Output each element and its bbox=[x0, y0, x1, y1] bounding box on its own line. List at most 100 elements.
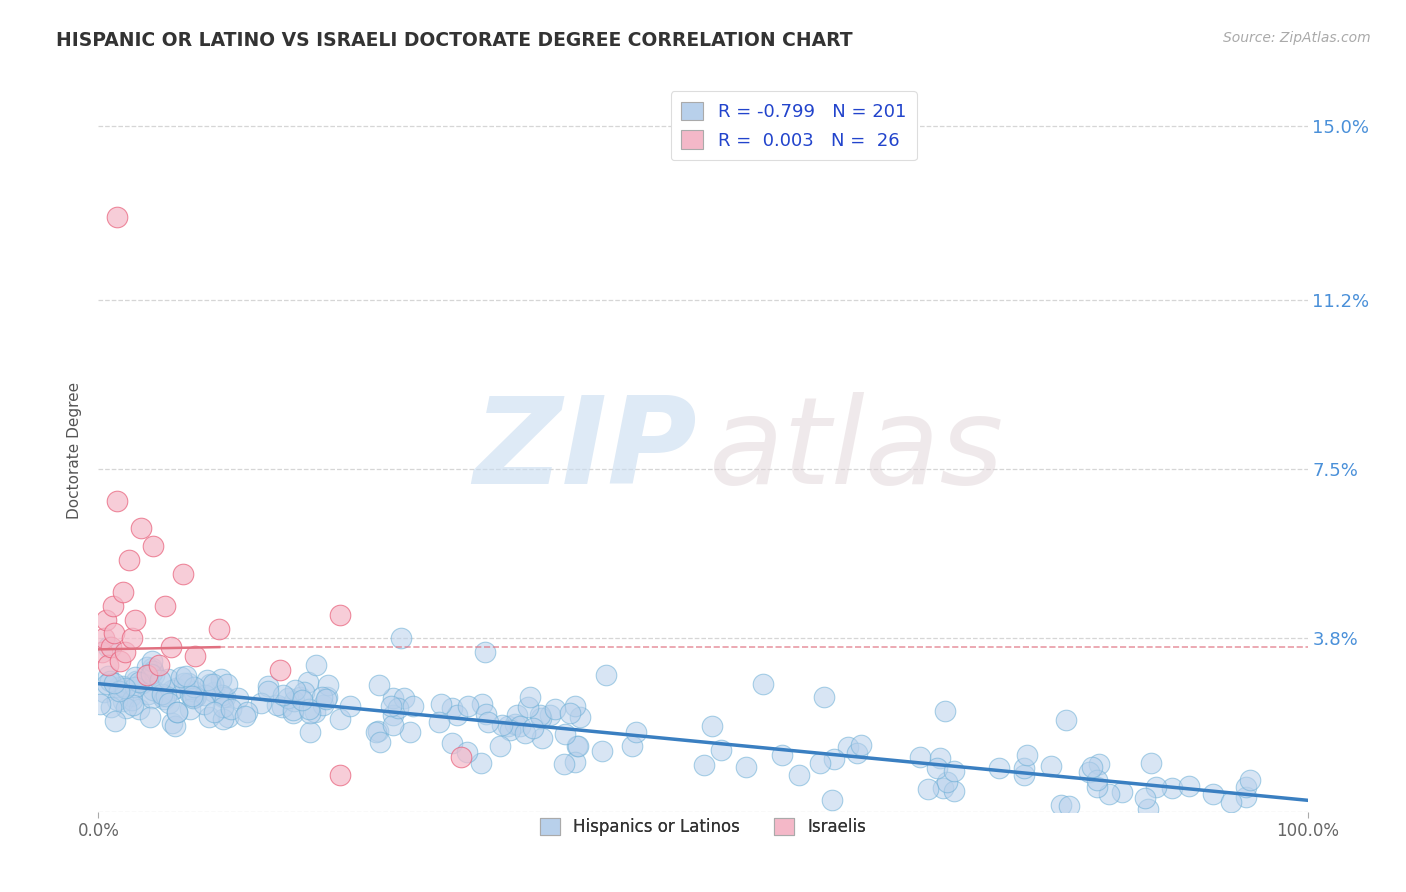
Point bbox=[813, 690, 835, 705]
Point bbox=[135, 659, 157, 673]
Point bbox=[1057, 798, 1080, 813]
Point bbox=[202, 684, 225, 698]
Point bbox=[160, 640, 183, 654]
Point bbox=[128, 702, 150, 716]
Point bbox=[114, 681, 136, 695]
Point bbox=[212, 690, 235, 704]
Point bbox=[1137, 802, 1160, 816]
Point bbox=[382, 691, 405, 706]
Point bbox=[108, 654, 131, 668]
Point bbox=[160, 683, 183, 698]
Point bbox=[1111, 785, 1133, 799]
Point bbox=[1088, 756, 1111, 771]
Point bbox=[202, 676, 225, 690]
Point bbox=[936, 775, 959, 789]
Point bbox=[298, 702, 321, 716]
Point bbox=[169, 670, 191, 684]
Point bbox=[101, 599, 124, 613]
Point bbox=[1039, 759, 1062, 773]
Point bbox=[292, 685, 315, 699]
Point bbox=[558, 706, 581, 721]
Point bbox=[475, 706, 498, 721]
Point bbox=[427, 714, 450, 729]
Point bbox=[173, 676, 195, 690]
Point bbox=[529, 707, 551, 722]
Point bbox=[121, 692, 143, 706]
Point bbox=[112, 693, 135, 707]
Text: HISPANIC OR LATINO VS ISRAELI DOCTORATE DEGREE CORRELATION CHART: HISPANIC OR LATINO VS ISRAELI DOCTORATE … bbox=[56, 31, 853, 50]
Point bbox=[172, 566, 194, 581]
Point bbox=[89, 697, 111, 711]
Point bbox=[105, 493, 128, 508]
Point bbox=[942, 764, 965, 779]
Point bbox=[932, 781, 955, 796]
Point bbox=[166, 705, 188, 719]
Point bbox=[298, 706, 321, 720]
Point bbox=[202, 706, 225, 720]
Point bbox=[219, 702, 242, 716]
Point bbox=[131, 676, 153, 690]
Point bbox=[564, 755, 586, 769]
Point bbox=[103, 676, 125, 690]
Point bbox=[120, 689, 142, 703]
Point bbox=[124, 680, 146, 694]
Point bbox=[211, 699, 233, 714]
Point bbox=[1015, 747, 1038, 762]
Text: atlas: atlas bbox=[709, 392, 1004, 509]
Point bbox=[1160, 781, 1182, 796]
Point bbox=[96, 677, 118, 691]
Point bbox=[105, 211, 128, 225]
Point bbox=[136, 687, 159, 701]
Point bbox=[179, 687, 201, 701]
Point bbox=[148, 658, 170, 673]
Point bbox=[91, 645, 114, 659]
Point bbox=[139, 667, 162, 681]
Point bbox=[1054, 713, 1077, 727]
Point bbox=[620, 739, 643, 753]
Point bbox=[155, 689, 177, 703]
Point bbox=[129, 521, 152, 535]
Point bbox=[499, 723, 522, 738]
Point bbox=[100, 640, 122, 654]
Point bbox=[193, 697, 215, 711]
Point bbox=[446, 707, 468, 722]
Point bbox=[211, 688, 233, 702]
Point bbox=[143, 668, 166, 682]
Point bbox=[94, 613, 117, 627]
Point bbox=[498, 719, 520, 733]
Point bbox=[917, 781, 939, 796]
Point bbox=[226, 691, 249, 706]
Point bbox=[440, 700, 463, 714]
Point bbox=[477, 715, 499, 730]
Point bbox=[470, 756, 492, 770]
Point bbox=[93, 631, 115, 645]
Point bbox=[538, 707, 561, 722]
Point bbox=[519, 690, 541, 705]
Point bbox=[1146, 780, 1168, 794]
Point bbox=[299, 724, 322, 739]
Point bbox=[1234, 789, 1257, 804]
Point bbox=[184, 690, 207, 704]
Point bbox=[329, 768, 352, 782]
Point bbox=[316, 690, 339, 704]
Point bbox=[107, 680, 129, 694]
Point bbox=[1133, 790, 1156, 805]
Point bbox=[457, 699, 479, 714]
Point bbox=[291, 693, 314, 707]
Point bbox=[112, 679, 135, 693]
Point bbox=[98, 673, 121, 688]
Point bbox=[565, 739, 588, 753]
Point bbox=[1080, 759, 1102, 773]
Point bbox=[124, 613, 146, 627]
Point bbox=[471, 697, 494, 711]
Point bbox=[591, 744, 613, 758]
Point bbox=[929, 751, 952, 765]
Point bbox=[111, 585, 134, 599]
Point bbox=[215, 677, 238, 691]
Point bbox=[315, 691, 337, 706]
Point bbox=[166, 705, 188, 719]
Point bbox=[910, 749, 932, 764]
Point bbox=[211, 712, 233, 726]
Point bbox=[181, 689, 204, 703]
Point bbox=[569, 710, 592, 724]
